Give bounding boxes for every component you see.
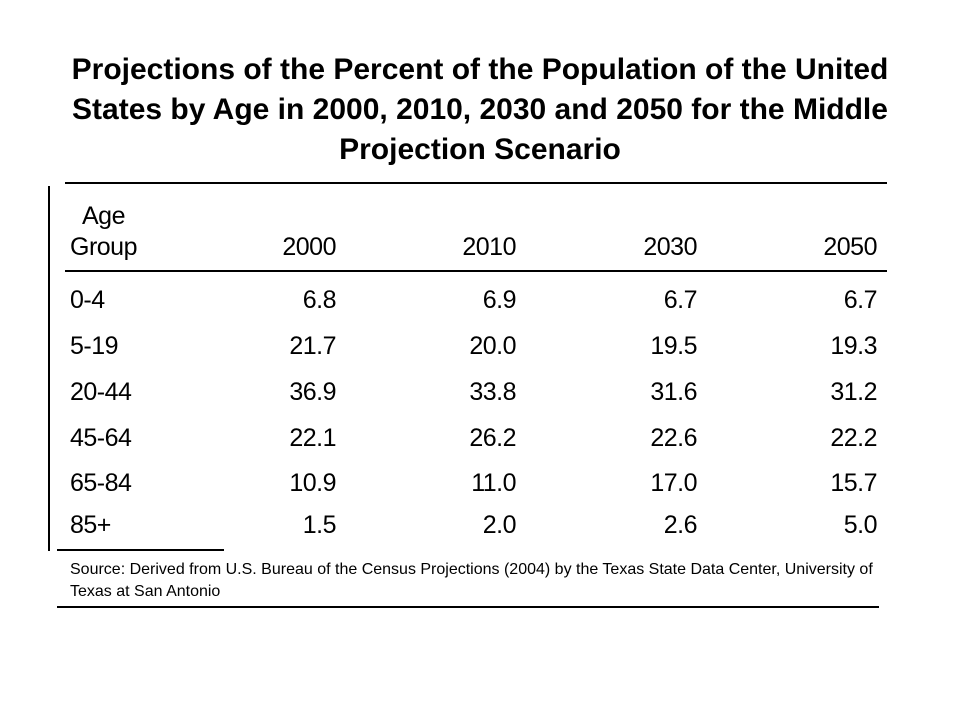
value-cell: 31.2 <box>830 378 877 406</box>
value-cell: 33.8 <box>469 378 516 406</box>
value-cell: 22.1 <box>289 424 336 452</box>
header-rule <box>65 270 887 272</box>
header-year-2030: 2030 <box>643 233 697 261</box>
value-cell: 20.0 <box>469 332 516 360</box>
header-age-label: Age <box>82 202 125 230</box>
page-title: Projections of the Percent of the Popula… <box>71 53 889 166</box>
value-cell: 5.0 <box>843 511 878 539</box>
value-cell: 19.5 <box>650 332 697 360</box>
value-cell: 19.3 <box>830 332 877 360</box>
value-cell: 22.2 <box>830 424 877 452</box>
bottom-rule <box>57 606 879 608</box>
value-cell: 15.7 <box>830 469 877 497</box>
age-group-cell: 45-64 <box>70 424 132 452</box>
value-cell: 17.0 <box>650 469 697 497</box>
value-cell: 6.7 <box>843 286 878 314</box>
value-cell: 10.9 <box>289 469 336 497</box>
header-year-2050: 2050 <box>823 233 877 261</box>
top-rule <box>65 182 887 184</box>
age-group-cell: 20-44 <box>70 378 132 406</box>
age-group-cell: 85+ <box>70 511 111 539</box>
header-year-2000: 2000 <box>282 233 336 261</box>
value-cell: 2.0 <box>482 511 517 539</box>
source-short-rule <box>57 549 224 551</box>
age-group-cell: 0-4 <box>70 286 105 314</box>
header-group-label: Group <box>70 233 137 261</box>
header-year-2010: 2010 <box>462 233 516 261</box>
value-cell: 31.6 <box>650 378 697 406</box>
value-cell: 6.9 <box>482 286 517 314</box>
value-cell: 6.8 <box>302 286 337 314</box>
value-cell: 1.5 <box>302 511 337 539</box>
source-note: Source: Derived from U.S. Bureau of the … <box>70 561 873 600</box>
value-cell: 22.6 <box>650 424 697 452</box>
value-cell: 26.2 <box>469 424 516 452</box>
left-rule <box>48 186 50 551</box>
value-cell: 2.6 <box>663 511 698 539</box>
value-cell: 6.7 <box>663 286 698 314</box>
value-cell: 21.7 <box>289 332 336 360</box>
age-group-cell: 65-84 <box>70 469 132 497</box>
value-cell: 36.9 <box>289 378 336 406</box>
value-cell: 11.0 <box>471 469 516 497</box>
age-group-cell: 5-19 <box>70 332 119 360</box>
